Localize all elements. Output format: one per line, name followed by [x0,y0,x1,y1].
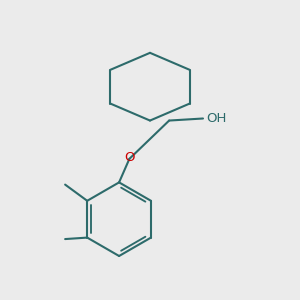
Text: OH: OH [206,112,226,125]
Text: O: O [124,151,135,164]
